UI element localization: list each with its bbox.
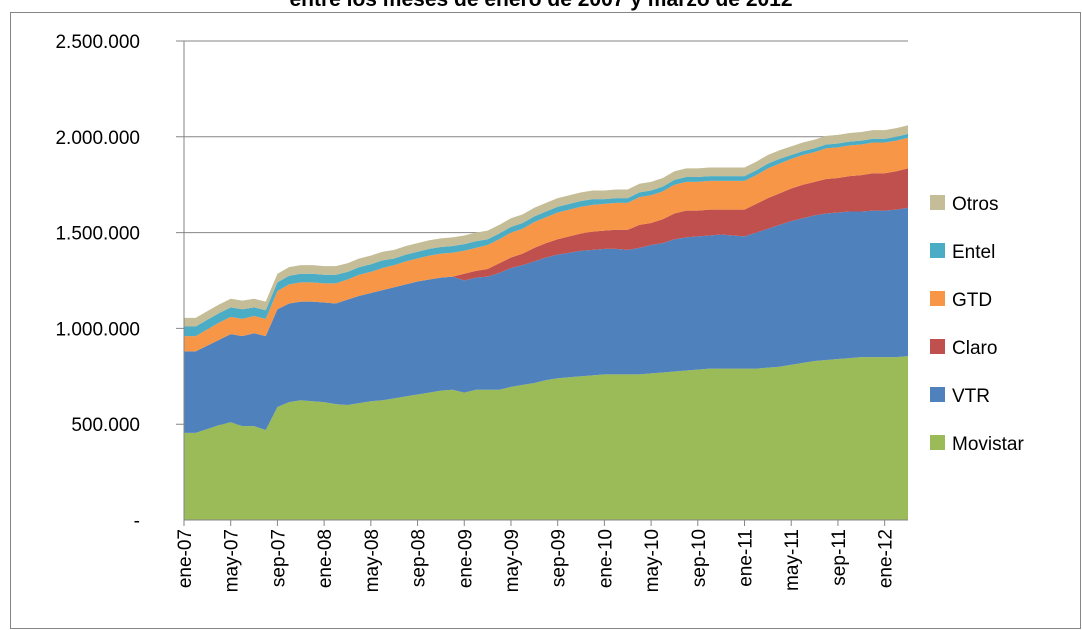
y-tick-label: 500.000	[71, 415, 140, 436]
x-tick-label: ene-12	[876, 529, 897, 588]
x-tick-label: sep-09	[549, 529, 570, 587]
legend-swatch	[930, 195, 945, 210]
legend-swatch	[930, 291, 945, 306]
y-tick-label: 1.000.000	[55, 319, 140, 340]
legend-swatch	[930, 243, 945, 258]
legend-swatch	[930, 387, 945, 402]
x-tick-label: may-09	[502, 529, 523, 592]
y-tick-label: 1.500.000	[55, 224, 140, 245]
x-tick-label: ene-08	[315, 529, 336, 588]
legend-label: GTD	[952, 290, 992, 311]
x-tick-label: sep-08	[409, 529, 430, 587]
y-tick-label: 2.000.000	[55, 128, 140, 149]
legend-label: Entel	[952, 242, 995, 263]
legend-label: Otros	[952, 194, 998, 215]
x-tick-label: sep-11	[829, 529, 850, 586]
legend-label: Claro	[952, 338, 997, 359]
x-tick-label: may-11	[782, 529, 803, 591]
x-tick-label: may-10	[642, 529, 663, 592]
area	[184, 133, 908, 337]
x-tick-label: ene-10	[595, 529, 616, 588]
legend-label: Movistar	[952, 434, 1024, 455]
x-tick-label: ene-09	[455, 529, 476, 588]
x-tick-label: sep-07	[268, 529, 289, 587]
y-tick-label: 2.500.000	[55, 32, 140, 53]
area	[184, 137, 908, 352]
x-tick-label: may-08	[362, 529, 383, 592]
x-tick-label: may-07	[222, 529, 243, 592]
legend-label: VTR	[952, 386, 990, 407]
x-tick-label: ene-07	[175, 529, 196, 588]
area	[184, 207, 908, 433]
x-tick-label: sep-10	[689, 529, 710, 587]
y-tick-label: -	[134, 511, 140, 532]
area	[184, 125, 908, 327]
legend-swatch	[930, 435, 945, 450]
legend-swatch	[930, 339, 945, 354]
area	[184, 168, 908, 352]
chart-title: entre los meses de enero de 2007 y marzo…	[289, 0, 792, 11]
area	[184, 356, 908, 520]
x-tick-label: ene-11	[736, 529, 757, 587]
